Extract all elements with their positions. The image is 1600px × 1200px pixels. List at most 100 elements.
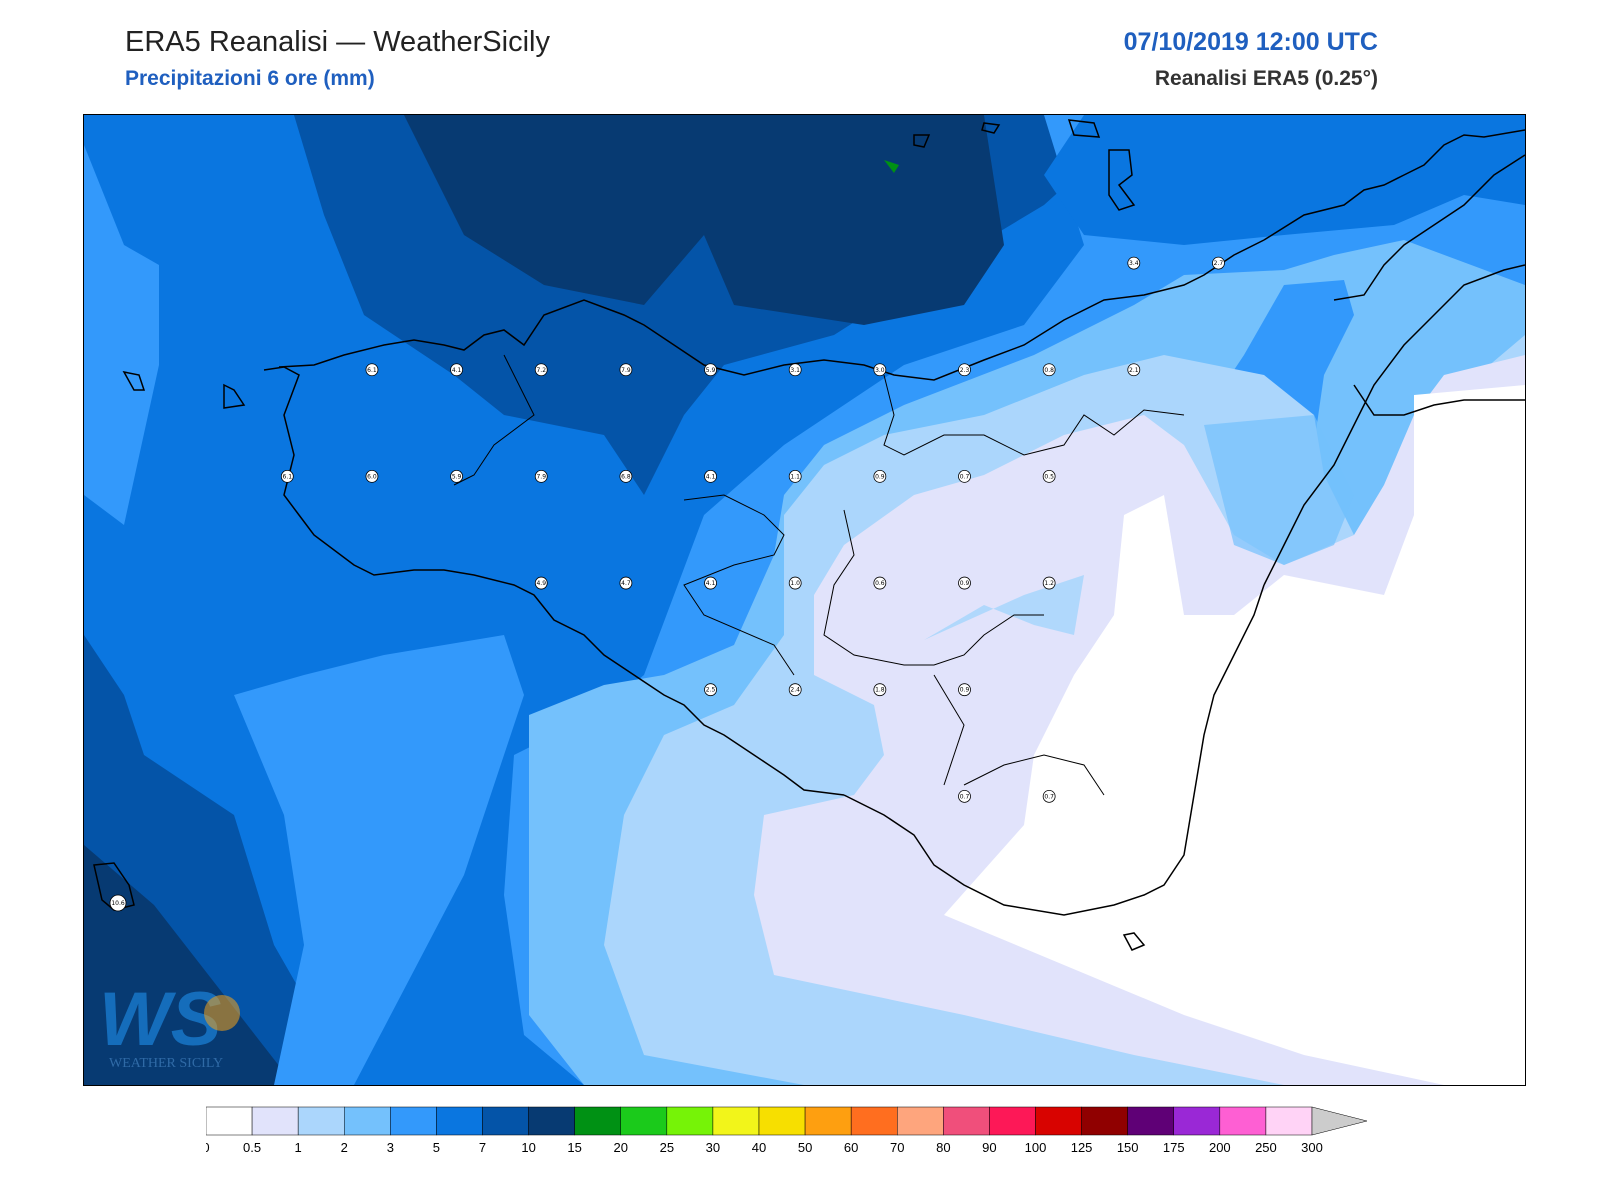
colorbar-swatch xyxy=(528,1106,575,1136)
isle-north-4 xyxy=(1108,149,1136,211)
colorbar-tick-label: 175 xyxy=(1163,1140,1185,1155)
isle-north-2 xyxy=(981,122,1001,134)
colorbar-swatch xyxy=(574,1106,621,1136)
colorbar-swatch xyxy=(1219,1106,1267,1136)
station-value: 10.6 xyxy=(111,900,125,907)
station-circle xyxy=(704,683,717,697)
colorbar-tick-label: 70 xyxy=(890,1140,904,1155)
station-circle xyxy=(619,469,633,483)
station-circle xyxy=(1042,576,1056,590)
station-circle xyxy=(873,576,887,590)
station-value: 0.8 xyxy=(1044,367,1054,374)
colorbar-tick-label: 7 xyxy=(479,1140,486,1155)
isle-north-3 xyxy=(1067,119,1101,138)
station-circle xyxy=(450,469,464,483)
station-circle xyxy=(704,576,717,590)
colorbar-swatch xyxy=(666,1106,714,1136)
station-value: 3.1 xyxy=(790,367,800,374)
colorbar-tick-label: 5 xyxy=(433,1140,440,1155)
coastlines xyxy=(93,119,1525,951)
colorbar: 0 0.5 1 2 3 5 7 10 15 20 25 30 40 50 60 70 80 90 100 125 150… xyxy=(206,1106,1406,1156)
station-circle xyxy=(788,576,802,590)
station-circle xyxy=(958,576,971,590)
province-boundary-1 xyxy=(453,354,535,486)
station-markers: 6.1 4.1 7.2 7.9 5.9 3.1 3.0 2.3 0.8 2.1 3.4 2.7 6.1 6… xyxy=(109,256,1225,912)
station-circle xyxy=(619,363,633,377)
station-marker: 3.4 xyxy=(1127,256,1141,270)
station-value: 1.0 xyxy=(790,580,800,587)
station-value: 6.1 xyxy=(283,473,293,480)
station-value: 2.5 xyxy=(706,687,716,694)
station-circle xyxy=(958,683,971,697)
station-value: 4.7 xyxy=(621,580,631,587)
station-value: 6.0 xyxy=(367,473,377,480)
province-boundary-4 xyxy=(823,509,1044,666)
station-marker: 0.6 xyxy=(873,576,887,590)
colorbar-tick-label: 3 xyxy=(387,1140,394,1155)
colorbar-swatch xyxy=(897,1106,944,1136)
station-marker: 1.2 xyxy=(1042,576,1056,590)
station-marker: 6.0 xyxy=(365,469,379,483)
logo-sun-icon xyxy=(204,995,240,1031)
valid-datetime: 07/10/2019 12:00 UTC xyxy=(1123,28,1378,56)
colorbar-tick-label: 300 xyxy=(1301,1140,1323,1155)
colorbar-swatch xyxy=(712,1106,760,1136)
station-circle xyxy=(619,576,633,590)
colorbar-swatch xyxy=(344,1106,391,1136)
station-marker: 0.8 xyxy=(1042,363,1056,377)
colorbar-swatch xyxy=(620,1106,668,1136)
station-marker: 0.9 xyxy=(958,576,971,590)
station-circle xyxy=(365,469,379,483)
station-marker: 7.9 xyxy=(619,363,633,377)
station-marker: 2.3 xyxy=(958,363,971,377)
colorbar-tick-label: 80 xyxy=(936,1140,950,1155)
sicily-west-coast xyxy=(263,366,845,796)
map-title: ERA5 Reanalisi — WeatherSicily xyxy=(125,26,550,58)
station-value: 2.3 xyxy=(960,367,970,374)
colorbar-tick-label: 25 xyxy=(660,1140,674,1155)
province-boundary-2 xyxy=(683,494,795,676)
precip-band-3-west xyxy=(84,145,159,525)
station-value: 0.7 xyxy=(960,793,970,800)
station-marker: 0.5 xyxy=(1042,469,1056,483)
station-marker: 7.2 xyxy=(534,363,548,377)
station-circle xyxy=(873,363,887,377)
station-value: 3.4 xyxy=(1129,260,1139,267)
station-marker: 6.1 xyxy=(365,363,379,377)
station-value: 1.8 xyxy=(875,687,885,694)
station-circle xyxy=(280,469,294,483)
isle-2 xyxy=(223,383,246,409)
province-boundary-5 xyxy=(933,674,965,786)
station-circle xyxy=(534,469,548,483)
station-value: 4.1 xyxy=(706,580,716,587)
malta xyxy=(1122,932,1146,951)
colorbar-tick-label: 150 xyxy=(1117,1140,1139,1155)
station-marker: 5.9 xyxy=(450,469,464,483)
map-subtitle: Precipitazioni 6 ore (mm) xyxy=(125,67,375,90)
colorbar-swatch xyxy=(943,1106,990,1136)
station-marker: 2.4 xyxy=(788,683,802,697)
precip-band-3-south xyxy=(234,635,524,1085)
station-marker: 0.9 xyxy=(958,683,971,697)
precipitation-map[interactable]: 6.1 4.1 7.2 7.9 5.9 3.1 3.0 2.3 0.8 2.1 3.4 2.7 6.1 6… xyxy=(83,114,1526,1086)
station-value: 7.2 xyxy=(536,367,546,374)
colorbar-tick-label: 20 xyxy=(614,1140,628,1155)
station-marker: 6.1 xyxy=(280,469,294,483)
colorbar-tick-label: 50 xyxy=(798,1140,812,1155)
station-circle xyxy=(873,683,887,697)
station-circle xyxy=(365,363,379,377)
colorbar-labels: 0 0.5 1 2 3 5 7 10 15 20 25 30 40 50 60 70 80 90 100 125 150… xyxy=(206,1140,1323,1155)
station-circle xyxy=(704,363,717,377)
colorbar-tick-label: 15 xyxy=(567,1140,581,1155)
sicily-north-coast xyxy=(278,239,1265,381)
station-marker: 0.7 xyxy=(958,469,971,483)
colorbar-swatch xyxy=(1265,1106,1313,1136)
station-value: 0.9 xyxy=(960,580,970,587)
station-value: 6.1 xyxy=(367,367,377,374)
station-marker: 5.9 xyxy=(704,363,717,377)
station-value: 7.9 xyxy=(536,473,546,480)
colorbar-swatch xyxy=(482,1106,529,1136)
colorbar-tick-label: 0.5 xyxy=(243,1140,261,1155)
colorbar-swatch xyxy=(206,1106,253,1136)
station-value: 6.8 xyxy=(621,473,631,480)
